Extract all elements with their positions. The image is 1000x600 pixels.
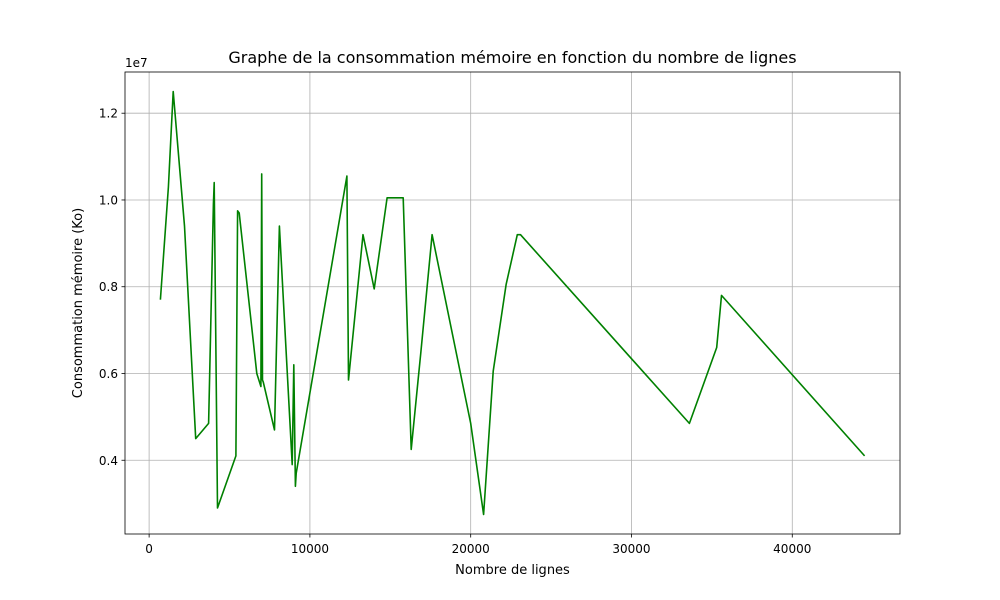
y-gridlines xyxy=(125,112,900,461)
x-tick-label: 40000 xyxy=(773,542,811,556)
series-layer xyxy=(159,90,866,516)
series-line xyxy=(159,90,866,516)
x-axis-label: Nombre de lignes xyxy=(455,563,570,578)
x-axis-ticks: 0 10000 20000 30000 40000 xyxy=(145,534,811,556)
y-tick-label: 0.8 xyxy=(99,280,118,294)
x-tick-label: 30000 xyxy=(612,542,650,556)
y-tick-label: 1.2 xyxy=(99,107,118,121)
x-tick-label: 10000 xyxy=(291,542,329,556)
x-tick-label: 20000 xyxy=(452,542,490,556)
chart-title: Graphe de la consommation mémoire en fon… xyxy=(228,48,796,67)
y-tick-label: 1.0 xyxy=(99,193,118,207)
y-axis-label: Consommation mémoire (Ko) xyxy=(71,208,86,398)
plot-frame xyxy=(124,71,901,535)
y-tick-label: 0.6 xyxy=(99,367,118,381)
y-axis-offset-text: 1e7 xyxy=(125,56,148,70)
y-tick-label: 0.4 xyxy=(99,454,118,468)
x-gridlines xyxy=(148,72,793,534)
y-axis-ticks: 0.4 0.6 0.8 1.0 1.2 xyxy=(99,107,125,468)
x-tick-label: 0 xyxy=(145,542,153,556)
